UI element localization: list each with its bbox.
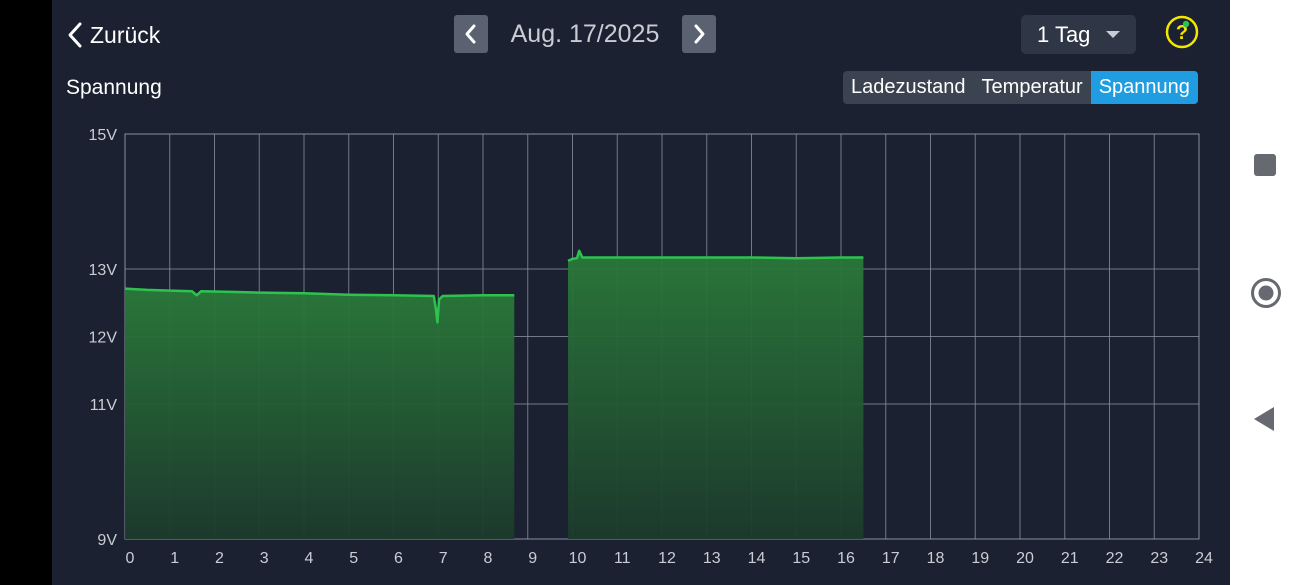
x-tick-label: 17: [882, 550, 900, 567]
next-day-button[interactable]: [682, 15, 716, 53]
chart-title: Spannung: [66, 76, 162, 99]
x-tick-label: 13: [703, 550, 721, 567]
time-range-dropdown[interactable]: 1 Tag: [1021, 15, 1136, 54]
area-fill-segment: [568, 250, 864, 540]
back-nav-button[interactable]: [1252, 405, 1276, 433]
area-fill-segment: [125, 288, 515, 539]
y-tick-label: 13V: [89, 262, 118, 279]
x-tick-label: 14: [748, 550, 766, 567]
system-navigation-bar: [1230, 0, 1300, 585]
tab-temperatur[interactable]: Temperatur: [981, 76, 1083, 98]
recent-apps-button[interactable]: [1253, 153, 1277, 177]
x-tick-label: 4: [305, 550, 314, 567]
x-tick-label: 16: [837, 550, 855, 567]
voltage-line-segment: [124, 287, 515, 324]
voltage-line-segment: [567, 249, 864, 263]
x-tick-label: 24: [1195, 550, 1213, 567]
back-label: Zurück: [90, 21, 161, 48]
y-tick-label: 12V: [89, 330, 118, 347]
x-tick-label: 8: [484, 550, 493, 567]
y-tick-label: 15V: [89, 127, 118, 144]
help-icon[interactable]: ?: [1165, 15, 1199, 49]
y-tick-label: 9V: [97, 532, 117, 549]
y-tick-label: 11V: [90, 397, 118, 414]
x-tick-label: 7: [439, 550, 448, 567]
x-tick-label: 2: [215, 550, 224, 567]
x-tick-label: 3: [260, 550, 269, 567]
x-tick-label: 19: [971, 550, 989, 567]
chevron-right-icon: [694, 24, 705, 44]
chevron-left-icon: [68, 22, 82, 48]
previous-day-button[interactable]: [454, 15, 488, 53]
home-button[interactable]: [1250, 277, 1282, 309]
help-symbol: ?: [1176, 22, 1188, 44]
caret-down-icon: [1106, 31, 1120, 38]
metric-tabs: Ladezustand Temperatur Spannung: [843, 71, 1198, 104]
tab-spannung[interactable]: Spannung: [1090, 71, 1198, 104]
x-tick-label: 22: [1106, 550, 1124, 567]
x-tick-label: 18: [927, 550, 945, 567]
back-button[interactable]: Zurück: [64, 18, 160, 52]
x-tick-label: 11: [614, 550, 631, 567]
chevron-left-icon: [465, 24, 476, 44]
x-tick-label: 9: [528, 550, 537, 567]
x-tick-label: 21: [1061, 550, 1079, 567]
x-tick-label: 23: [1150, 550, 1168, 567]
current-date: Aug. 17/2025: [510, 20, 660, 48]
tab-ladezustand[interactable]: Ladezustand: [851, 76, 966, 98]
x-tick-label: 1: [170, 550, 179, 567]
battery-history-screen: Zurück Aug. 17/2025 1 Tag ? Spannung Lad…: [52, 0, 1230, 585]
x-tick-label: 5: [349, 550, 358, 567]
x-tick-label: 0: [126, 550, 135, 567]
x-tick-label: 20: [1016, 550, 1034, 567]
time-range-value: 1 Tag: [1037, 21, 1091, 47]
x-tick-label: 6: [394, 550, 403, 567]
x-tick-label: 12: [658, 550, 676, 567]
x-tick-label: 15: [792, 550, 810, 567]
x-tick-label: 10: [569, 550, 587, 567]
